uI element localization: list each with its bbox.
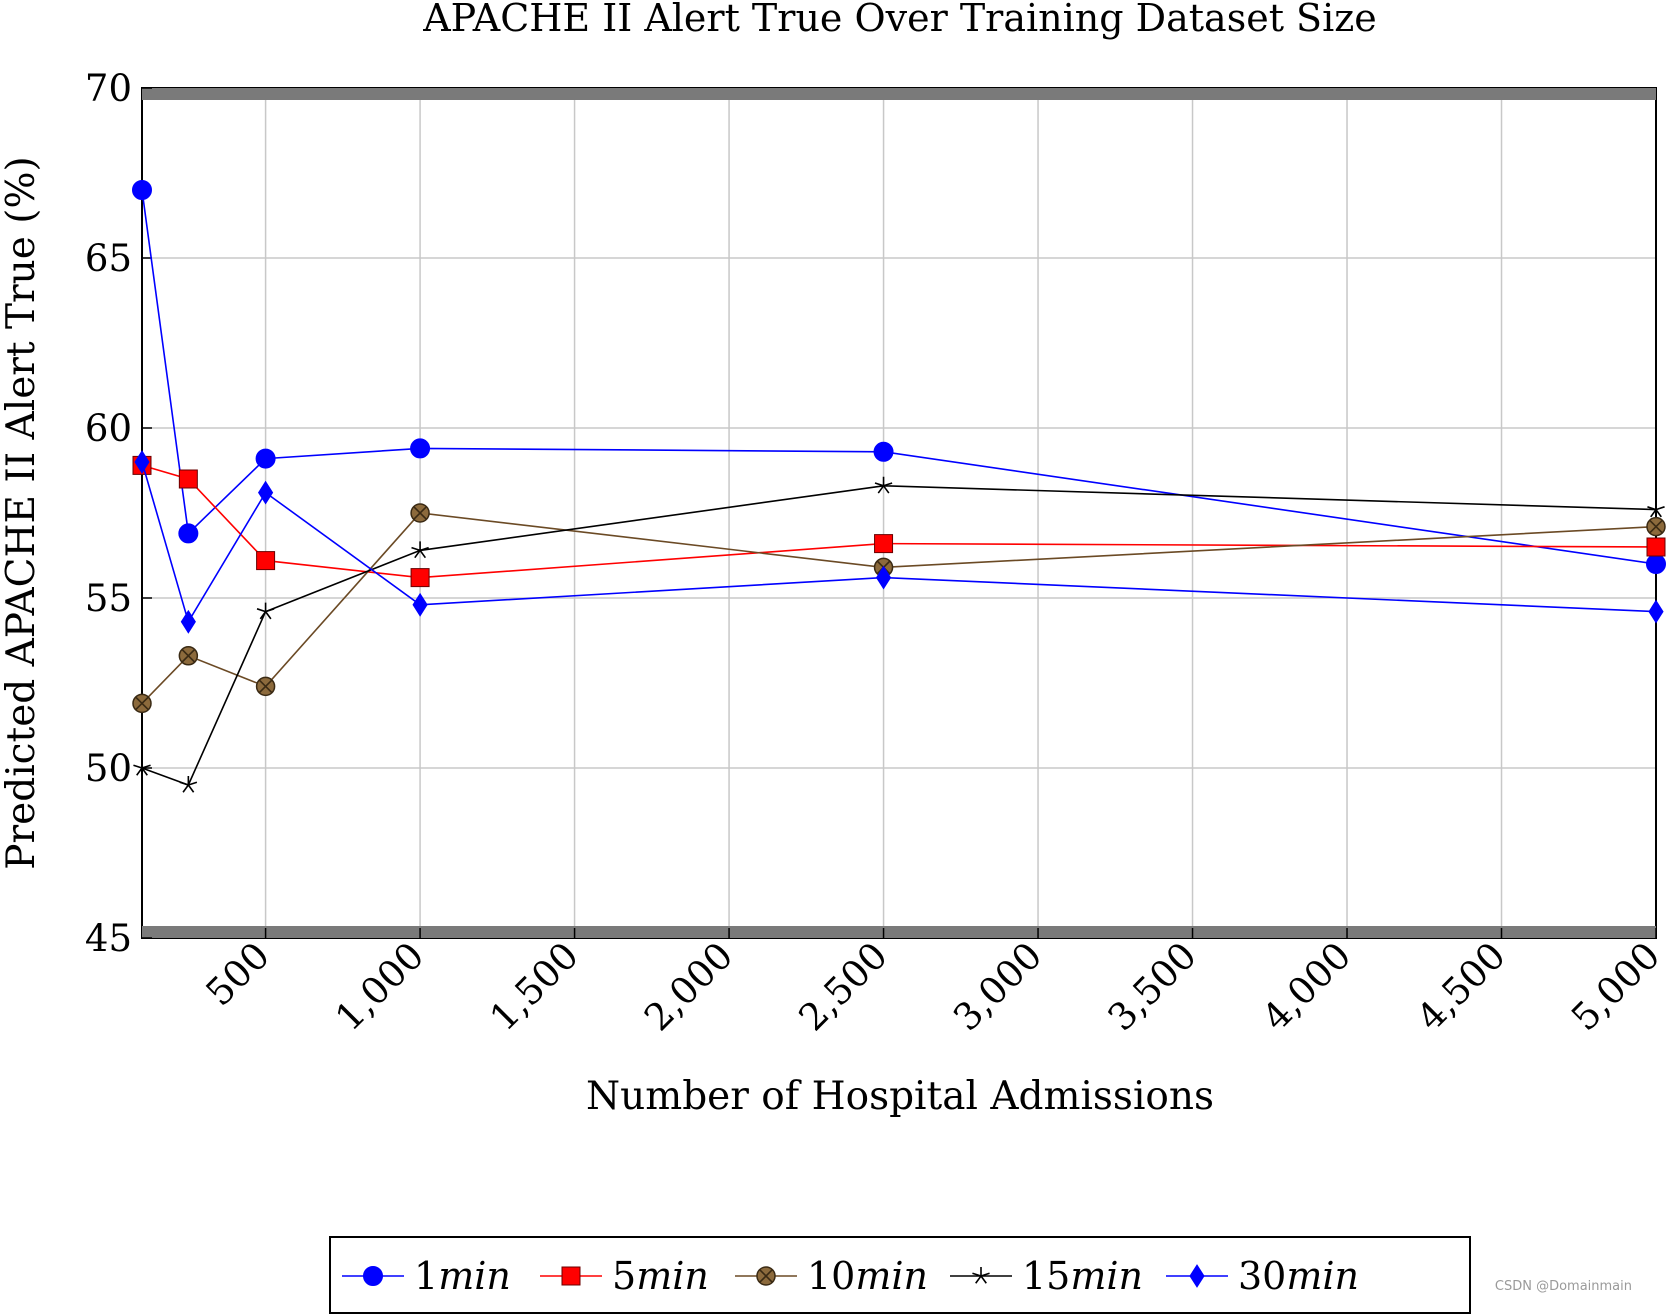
legend-marker xyxy=(972,1267,990,1284)
top-edge-bar xyxy=(142,88,1656,100)
x-tick-label: 5,000 xyxy=(1563,934,1668,1039)
legend-marker xyxy=(756,1266,776,1286)
legend-marker xyxy=(1189,1264,1205,1288)
legend-entry-1min: 1min xyxy=(342,1254,511,1298)
series-line-1min xyxy=(141,189,1657,565)
data-point-30min xyxy=(875,565,892,590)
data-point-5min xyxy=(256,551,276,571)
y-tick-label: 60 xyxy=(85,407,132,450)
legend-box xyxy=(329,1236,1471,1314)
data-point-1min xyxy=(132,180,152,200)
series-15min xyxy=(133,476,1665,793)
series-layer xyxy=(132,180,1666,793)
data-point-15min xyxy=(179,775,198,793)
legend-marker xyxy=(561,1266,581,1286)
data-point-1min xyxy=(1646,554,1666,574)
data-point-15min xyxy=(874,476,893,494)
otimes-cross xyxy=(135,696,149,711)
x-axis-ticks: 500 1,000 1,500 2,000 2,500 3,000 3,500 4,000 4,… xyxy=(198,928,1668,1039)
data-point-5min xyxy=(874,534,894,554)
x-axis-label: Number of Hospital Admissions xyxy=(586,1074,1214,1119)
legend-label: 15min xyxy=(1022,1254,1143,1298)
legend-entry-30min: 30min xyxy=(1166,1254,1359,1298)
y-tick-label: 70 xyxy=(85,67,132,110)
x-tick-label: 2,500 xyxy=(791,934,896,1039)
data-point-30min xyxy=(180,609,196,634)
watermark-text: CSDN @Domainmain xyxy=(1494,1279,1632,1294)
data-point-15min xyxy=(133,759,151,776)
otimes-cross xyxy=(413,506,427,520)
otimes-cross xyxy=(1649,519,1663,534)
series-10min xyxy=(132,503,1666,714)
legend-label: 1min xyxy=(414,1254,511,1298)
data-point-15min xyxy=(1647,500,1665,518)
data-point-10min xyxy=(1646,516,1666,537)
legend-label: 5min xyxy=(612,1254,709,1298)
x-tick-label: 3,000 xyxy=(945,934,1050,1039)
data-point-15min xyxy=(411,541,429,559)
legend: 1min 5min 10min 15min 30min xyxy=(329,1236,1471,1314)
legend-label: 10min xyxy=(807,1254,928,1298)
y-tick-label: 65 xyxy=(85,237,132,280)
chart-title: APACHE II Alert True Over Training Datas… xyxy=(422,0,1377,40)
y-axis-label: Predicted APACHE II Alert True (%) xyxy=(0,156,44,869)
series-line-5min xyxy=(141,464,1657,579)
otimes-cross xyxy=(258,679,273,694)
x-tick-label: 3,500 xyxy=(1100,934,1205,1039)
plot-frame xyxy=(141,87,1657,939)
y-tick-label: 45 xyxy=(85,917,132,960)
series-line-10min xyxy=(141,512,1657,704)
bottom-edge-bar xyxy=(142,926,1656,938)
data-point-5min xyxy=(410,568,430,588)
grid-lines xyxy=(142,87,1657,939)
data-point-10min xyxy=(255,676,276,697)
y-tick-label: 50 xyxy=(85,747,132,790)
y-axis-ticks: 45 50 55 60 65 70 xyxy=(85,67,152,960)
y-tick-label: 55 xyxy=(85,577,132,620)
series-5min xyxy=(132,455,1666,588)
data-point-5min xyxy=(1646,537,1666,557)
data-point-30min xyxy=(134,450,150,474)
data-point-1min xyxy=(255,448,276,469)
legend-label: 30min xyxy=(1238,1254,1359,1298)
data-point-1min xyxy=(410,438,431,459)
data-point-10min xyxy=(410,503,430,523)
data-point-5min xyxy=(178,469,198,489)
data-point-1min xyxy=(178,523,199,544)
data-point-10min xyxy=(178,646,199,666)
data-point-1min xyxy=(873,441,894,462)
x-tick-label: 4,000 xyxy=(1254,934,1359,1039)
data-point-30min xyxy=(257,480,274,505)
otimes-cross xyxy=(759,1269,773,1283)
legend-entry-10min: 10min xyxy=(735,1254,928,1298)
data-point-10min xyxy=(132,693,152,714)
data-point-30min xyxy=(1648,599,1664,624)
legend-entry-5min: 5min xyxy=(540,1254,709,1298)
x-tick-label: 500 xyxy=(198,934,278,1014)
x-tick-label: 2,000 xyxy=(636,934,741,1039)
series-1min xyxy=(132,180,1666,574)
series-line-30min xyxy=(141,461,1657,624)
x-tick-label: 4,500 xyxy=(1409,934,1514,1039)
otimes-cross xyxy=(181,649,196,663)
legend-entry-15min: 15min xyxy=(950,1254,1143,1298)
data-point-15min xyxy=(256,602,275,620)
x-tick-label: 1,000 xyxy=(327,934,432,1039)
x-tick-label: 1,500 xyxy=(482,934,587,1039)
legend-marker xyxy=(363,1266,383,1286)
series-30min xyxy=(134,450,1664,634)
data-point-30min xyxy=(412,592,428,617)
